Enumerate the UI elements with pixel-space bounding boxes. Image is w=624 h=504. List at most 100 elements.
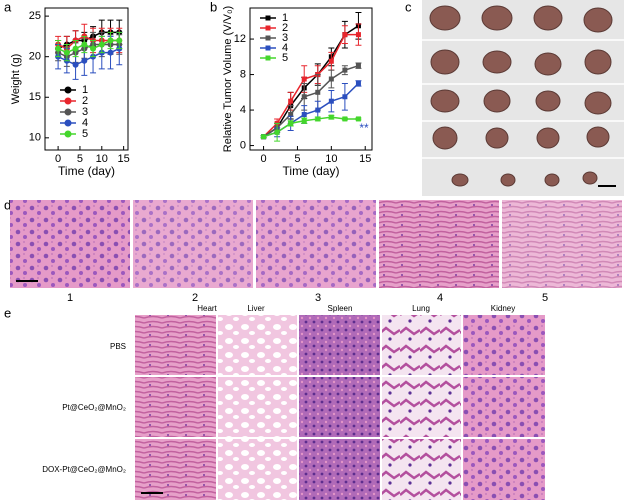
legend-marker xyxy=(265,15,271,21)
annotation: ** xyxy=(359,121,369,135)
marker xyxy=(274,129,280,135)
row-label: Pt@CeO₂@MnO₂ xyxy=(62,403,126,412)
y-tick-label: 25 xyxy=(29,10,41,22)
marker xyxy=(116,37,123,44)
y-tick-label: 15 xyxy=(29,91,41,103)
y-tick-label: 4 xyxy=(240,104,246,116)
panel-letter: a xyxy=(4,0,12,14)
marker xyxy=(55,45,62,52)
x-tick-label: 5 xyxy=(294,153,300,165)
legend-marker xyxy=(64,130,72,138)
marker xyxy=(355,63,361,69)
marker xyxy=(81,57,88,64)
marker xyxy=(315,89,321,95)
x-tick-label: 10 xyxy=(325,153,337,165)
x-tick-label: 10 xyxy=(96,153,108,165)
marker xyxy=(288,120,294,126)
panel-letter: c xyxy=(405,0,412,14)
legend-marker xyxy=(64,97,72,105)
legend-marker xyxy=(64,119,72,127)
legend-label: 5 xyxy=(282,52,288,64)
plot-frame xyxy=(44,7,129,151)
marker xyxy=(342,94,348,100)
y-tick-label: 8 xyxy=(240,68,246,80)
y-tick-label: 20 xyxy=(29,51,41,63)
histology-images xyxy=(10,200,622,288)
marker xyxy=(355,32,361,38)
marker xyxy=(301,76,307,82)
x-axis-title: Time (day) xyxy=(58,164,115,178)
legend-marker xyxy=(64,108,72,116)
marker xyxy=(328,58,334,64)
legend-marker xyxy=(265,55,271,61)
marker xyxy=(315,107,321,113)
marker xyxy=(72,61,79,68)
marker xyxy=(81,41,88,48)
marker xyxy=(328,114,334,120)
y-axis-title: Relative Tumor Volume (V/V₀) xyxy=(222,6,234,152)
column-header: Lung xyxy=(412,304,430,313)
group-label: 5 xyxy=(542,292,548,304)
y-tick-label: 0 xyxy=(240,139,246,151)
marker xyxy=(328,76,334,82)
marker xyxy=(355,116,361,122)
marker xyxy=(301,112,307,117)
legend-label: 2 xyxy=(82,95,88,107)
marker xyxy=(355,80,361,86)
group-label: 4 xyxy=(437,292,443,304)
marker xyxy=(72,45,79,52)
marker xyxy=(107,37,114,44)
marker xyxy=(342,116,348,122)
marker xyxy=(63,49,70,56)
column-header: Spleen xyxy=(328,304,353,313)
legend-label: 3 xyxy=(82,106,88,118)
marker xyxy=(342,67,348,73)
plot-frame xyxy=(249,7,373,151)
legend-label: 1 xyxy=(282,12,288,24)
marker xyxy=(288,112,294,117)
legend-label: 4 xyxy=(282,42,288,54)
marker xyxy=(90,45,97,52)
column-header: Heart xyxy=(197,304,217,313)
marker xyxy=(315,116,321,122)
marker xyxy=(107,49,114,56)
marker xyxy=(301,94,307,100)
x-axis-title: Time (day) xyxy=(283,164,340,178)
group-label: 2 xyxy=(192,292,198,304)
legend-label: 2 xyxy=(282,22,288,34)
legend-label: 5 xyxy=(82,128,88,140)
group-label: 1 xyxy=(67,292,73,304)
marker xyxy=(301,118,307,124)
y-axis-title: Weight (g) xyxy=(10,54,22,105)
y-tick-label: 10 xyxy=(29,132,41,144)
tumor-photo xyxy=(422,0,624,196)
y-tick-label: 12 xyxy=(234,33,246,45)
x-tick-label: 0 xyxy=(260,153,266,165)
marker xyxy=(288,98,294,104)
legend-label: 4 xyxy=(82,117,88,129)
marker xyxy=(98,41,105,48)
group-label: 3 xyxy=(315,292,321,304)
marker xyxy=(328,98,334,104)
x-tick-label: 0 xyxy=(55,153,61,165)
legend-label: 1 xyxy=(82,84,88,96)
row-label: DOX-Pt@CeO₂@MnO₂ xyxy=(42,465,126,474)
x-tick-label: 15 xyxy=(359,153,371,165)
x-tick-label: 15 xyxy=(118,153,130,165)
x-tick-label: 5 xyxy=(77,153,83,165)
legend-marker xyxy=(265,25,271,31)
legend-marker xyxy=(265,45,271,51)
column-header: Liver xyxy=(247,304,265,313)
marker xyxy=(261,134,267,140)
legend-label: 3 xyxy=(282,32,288,44)
row-label: PBS xyxy=(110,342,126,351)
organ-images xyxy=(135,315,545,500)
panel-letter: b xyxy=(210,0,217,14)
legend-marker xyxy=(64,86,72,94)
legend-marker xyxy=(265,35,271,41)
series-line xyxy=(263,33,359,138)
panel-letter: d xyxy=(4,197,11,212)
column-header: Kidney xyxy=(491,304,515,313)
marker xyxy=(342,32,348,38)
